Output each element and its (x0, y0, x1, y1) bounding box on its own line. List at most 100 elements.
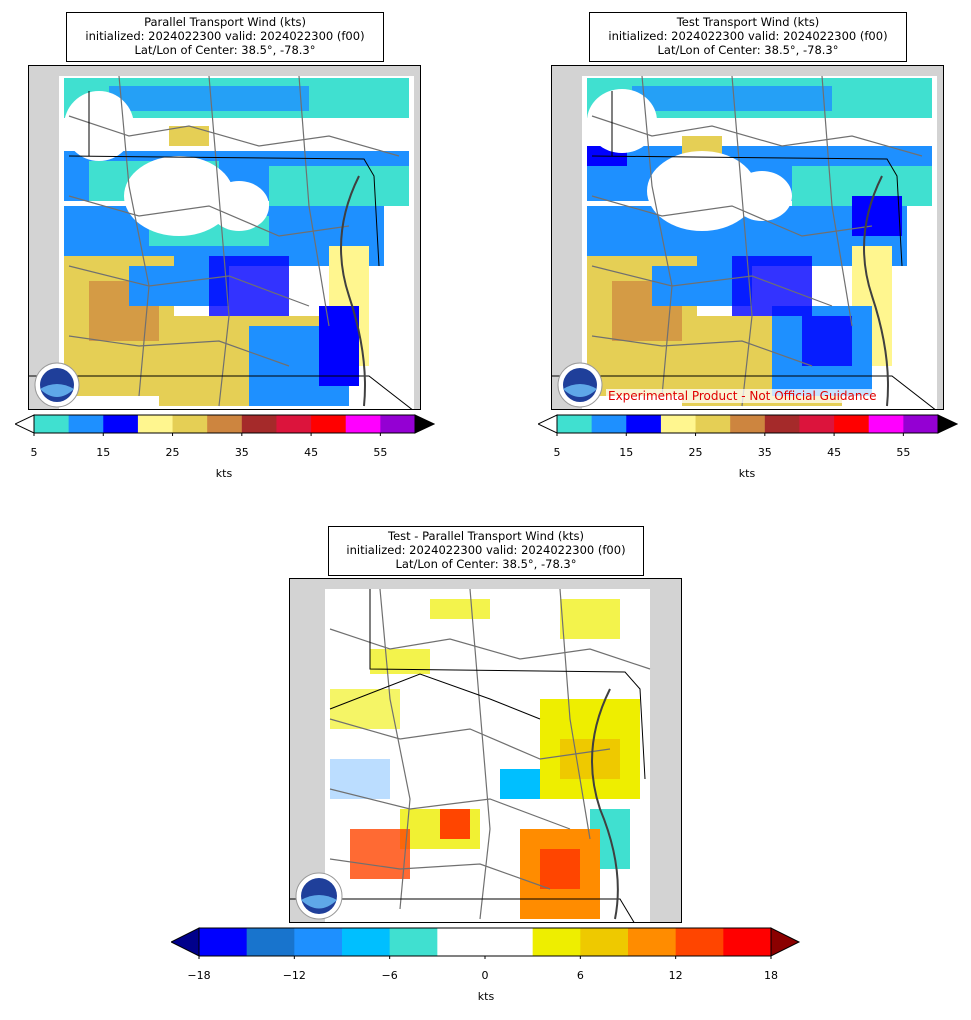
panel-2-colorbar (538, 414, 958, 436)
colorbar-tick-label: 45 (827, 446, 842, 459)
colorbar-tick-label: −12 (282, 969, 306, 982)
panel-1-state-lines (29, 91, 413, 409)
colorbar-swatch (276, 415, 312, 433)
panel-3-title-line-2: initialized: 2024022300 valid: 202402230… (346, 543, 626, 557)
panel-1-map (28, 65, 421, 410)
colorbar-tick-label: 12 (668, 969, 683, 982)
colorbar-tick-label: 55 (896, 446, 911, 459)
panel-2-title-line-2: initialized: 2024022300 valid: 202402230… (608, 29, 888, 43)
panel-3-title-line-1: Test - Parallel Transport Wind (kts) (388, 529, 584, 543)
colorbar-swatch (207, 415, 243, 433)
colorbar-swatch (764, 415, 800, 433)
panel-3-colorbar (171, 927, 801, 959)
panel-2-coastline (863, 175, 889, 407)
colorbar-swatch (311, 415, 347, 433)
noaa-logo-icon (34, 362, 80, 408)
colorbar-tick-label: 35 (757, 446, 772, 459)
colorbar-swatch (730, 415, 766, 433)
noaa-logo-icon (557, 362, 603, 408)
panel-3-diff-field (330, 599, 640, 919)
colorbar-swatch (834, 415, 870, 433)
colorbar-extend-over (770, 927, 801, 957)
colorbar-tick-label: −18 (187, 969, 211, 982)
colorbar-swatch (342, 928, 391, 956)
panel-3-coastline (591, 688, 619, 920)
panel-1-title: Parallel Transport Wind (kts) initialize… (66, 12, 384, 62)
colorbar-tick-label: 15 (619, 446, 634, 459)
colorbar-swatch (241, 415, 277, 433)
colorbar-swatch (903, 415, 939, 433)
panel-1-county-lines (68, 75, 400, 407)
colorbar-swatch (868, 415, 904, 433)
panel-2-colorbar-swatches (538, 414, 958, 436)
colorbar-swatch (695, 415, 731, 433)
colorbar-swatch (485, 928, 534, 956)
panel-2-title-line-3: Lat/Lon of Center: 38.5°, -78.3° (657, 43, 839, 57)
colorbar-swatch (626, 415, 662, 433)
panel-2-map-graphic (552, 66, 943, 409)
panel-1-map-graphic (29, 66, 420, 409)
panel-1-title-line-2: initialized: 2024022300 valid: 202402230… (85, 29, 365, 43)
colorbar-extend-under (15, 414, 35, 434)
colorbar-swatch (628, 928, 677, 956)
colorbar-swatch (294, 928, 343, 956)
colorbar-swatch (34, 415, 70, 433)
colorbar-tick-label: 18 (764, 969, 778, 982)
panel-3-colorbar-swatches (171, 927, 801, 959)
panel-3-map-graphic (290, 579, 681, 922)
colorbar-swatch (660, 415, 697, 433)
panel-1-coastline (340, 175, 366, 407)
colorbar-tick-label: 15 (96, 446, 111, 459)
panel-3-state-lines (290, 589, 646, 922)
panel-3-title-line-3: Lat/Lon of Center: 38.5°, -78.3° (395, 557, 577, 571)
colorbar-swatch (137, 415, 174, 433)
colorbar-swatch (799, 415, 835, 433)
panel-1-title-line-3: Lat/Lon of Center: 38.5°, -78.3° (134, 43, 316, 57)
panel-3-map (289, 578, 682, 923)
colorbar-swatch (380, 415, 416, 433)
colorbar-swatch (437, 928, 486, 956)
colorbar-swatch (675, 928, 724, 956)
noaa-logo-icon (295, 872, 343, 920)
colorbar-swatch (172, 415, 208, 433)
panel-2-map: Experimental Product - Not Official Guid… (551, 65, 944, 410)
colorbar-tick-label: 35 (234, 446, 249, 459)
panel-1-title-line-1: Parallel Transport Wind (kts) (144, 15, 306, 29)
panel-3-colorbar-label: kts (477, 990, 495, 1003)
colorbar-tick-label: 25 (165, 446, 180, 459)
colorbar-tick-label: 55 (373, 446, 388, 459)
panel-3-county-lines (329, 588, 651, 920)
panel-3-title: Test - Parallel Transport Wind (kts) ini… (328, 526, 644, 576)
colorbar-swatch (389, 928, 438, 956)
colorbar-extend-under (538, 414, 558, 434)
colorbar-frame (33, 414, 416, 434)
colorbar-extend-over (414, 414, 435, 434)
colorbar-swatch (557, 415, 593, 433)
colorbar-swatch (345, 415, 381, 433)
panel-2-title: Test Transport Wind (kts) initialized: 2… (589, 12, 907, 62)
experimental-watermark: Experimental Product - Not Official Guid… (606, 389, 879, 403)
colorbar-swatch (591, 415, 627, 433)
colorbar-tick-label: 5 (30, 446, 38, 459)
colorbar-tick-label: 45 (304, 446, 319, 459)
panel-1-colorbar-swatches (15, 414, 435, 436)
colorbar-tick-label: −6 (381, 969, 398, 982)
colorbar-swatch (246, 928, 295, 956)
colorbar-tick-label: 25 (688, 446, 703, 459)
panel-2-county-lines (591, 75, 923, 407)
colorbar-swatch (723, 928, 772, 956)
colorbar-extend-under (171, 927, 200, 957)
colorbar-extend-over (937, 414, 958, 434)
colorbar-frame (556, 414, 939, 434)
colorbar-swatch (103, 415, 139, 433)
colorbar-tick-label: 5 (553, 446, 561, 459)
panel-1-colorbar-label: kts (215, 467, 233, 480)
panel-2-colorbar-label: kts (738, 467, 756, 480)
colorbar-swatch (199, 928, 248, 956)
colorbar-swatch (68, 415, 104, 433)
colorbar-tick-label: 6 (576, 969, 584, 982)
colorbar-swatch (532, 928, 581, 956)
panel-1-colorbar (15, 414, 435, 436)
panel-2-title-line-1: Test Transport Wind (kts) (676, 15, 820, 29)
panel-2-state-lines (552, 91, 936, 409)
